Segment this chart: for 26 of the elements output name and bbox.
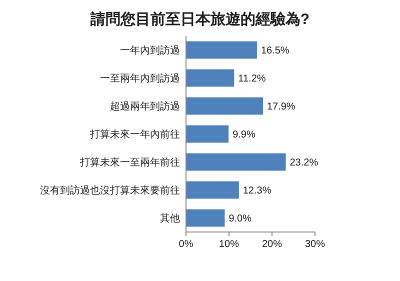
y-tick-label: 其他 [160,212,180,224]
y-tick-label: 一至兩年內到訪過 [100,72,180,84]
chart-title: 請問您目前至日本旅遊的經驗為? [89,11,310,28]
y-tick-label: 打算未來一至兩年前往 [79,156,180,168]
bar [186,181,239,199]
bar [186,97,263,115]
data-label: 11.2% [238,74,266,84]
data-label: 23.2% [290,158,318,168]
bar [186,209,225,227]
data-label: 9.9% [232,130,256,140]
y-tick-label: 打算未來一年內前往 [89,128,180,140]
data-label: 17.9% [266,102,296,112]
data-label: 16.5% [260,46,290,56]
bar [186,69,234,87]
x-tick-label: 20% [262,239,282,250]
data-label: 9.0% [228,214,252,224]
y-tick-label: 沒有到訪過也沒打算未來要前往 [40,184,180,196]
data-label: 12.3% [242,186,272,196]
y-tick-label: 一年內到訪過 [120,44,180,56]
x-tick-label: 10% [218,239,240,250]
x-tick-label: 0% [178,239,194,250]
x-tick-label: 30% [304,239,326,250]
y-tick-label: 超過兩年到訪過 [110,100,180,112]
bar [186,41,257,59]
bar [186,153,286,171]
bar [186,125,229,143]
